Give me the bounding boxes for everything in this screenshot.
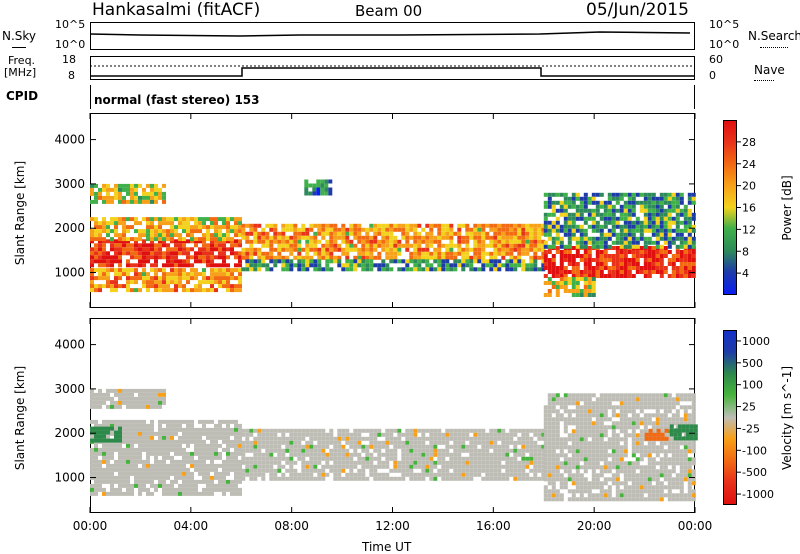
velocity-panel-frame xyxy=(90,318,695,513)
colorbar-tick-label: 8 xyxy=(742,245,749,258)
freq-left-tick-bottom: 8 xyxy=(68,69,75,82)
freq-left-tick-top: 18 xyxy=(62,53,76,66)
freq-label-1: Freq. xyxy=(8,54,36,67)
colorbar-tick-label: -25 xyxy=(742,422,760,435)
colorbar-tick-label: -1000 xyxy=(742,488,774,501)
noise-panel xyxy=(90,22,695,50)
y-tick-label: 3000 xyxy=(54,177,85,191)
colorbar-tick-label: 100 xyxy=(742,379,763,392)
x-tick-label: 00:00 xyxy=(678,519,713,533)
nave-right-tick-bottom: 0 xyxy=(709,69,716,82)
station-title: Hankasalmi (fitACF) xyxy=(92,0,261,20)
y-tick-label: 2000 xyxy=(54,426,85,440)
velocity-colorbar-label: Velocity [m s^-1] xyxy=(780,365,794,471)
cpid-value: normal (fast stereo) 153 xyxy=(94,93,260,107)
noise-search-label: N.Search xyxy=(748,29,800,43)
cpid-panel xyxy=(90,85,695,109)
nave-label: Nave xyxy=(754,63,785,77)
power-colorbar-label: Power [dB] xyxy=(780,175,794,241)
nave-legend-line xyxy=(754,80,774,81)
nave-right-tick-top: 60 xyxy=(709,53,723,66)
y-tick-label: 4000 xyxy=(54,338,85,352)
noise-sky-label: N.Sky xyxy=(2,29,37,43)
y-tick-label: 2000 xyxy=(54,221,85,235)
freq-panel xyxy=(90,56,695,80)
noise-search-legend-line xyxy=(760,47,788,48)
velocity-colorbar-label-text: Velocity [m s^-1] xyxy=(780,365,794,471)
x-tick-label: 00:00 xyxy=(73,519,108,533)
y-tick-label: 4000 xyxy=(54,133,85,147)
y-tick-label: 3000 xyxy=(54,382,85,396)
x-axis-label: Time UT xyxy=(362,540,412,554)
velocity-ylabel: Slant Range [km] xyxy=(13,365,27,471)
x-tick-label: 04:00 xyxy=(174,519,209,533)
noise-left-tick-top: 10^5 xyxy=(55,18,86,31)
colorbar-tick-label: 12 xyxy=(742,223,756,236)
freq-label-2: [MHz] xyxy=(4,66,37,79)
power-ylabel: Slant Range [km] xyxy=(13,160,27,266)
beam-title: Beam 00 xyxy=(355,2,423,20)
x-tick-label: 16:00 xyxy=(476,519,511,533)
colorbar-tick-label: 20 xyxy=(742,180,756,193)
colorbar-tick-label: 28 xyxy=(742,136,756,149)
x-tick-label: 20:00 xyxy=(577,519,612,533)
colorbar-tick-label: -100 xyxy=(742,444,767,457)
noise-left-tick-bottom: 10^0 xyxy=(55,38,86,51)
colorbar-tick-label: 25 xyxy=(742,401,756,414)
colorbar-tick-label: 24 xyxy=(742,158,756,171)
colorbar-tick-label: -500 xyxy=(742,466,767,479)
colorbar-tick-label: 4 xyxy=(742,267,749,280)
power-colorbar xyxy=(723,120,737,295)
noise-right-tick-top: 10^5 xyxy=(709,18,740,31)
x-tick-label: 08:00 xyxy=(274,519,309,533)
noise-right-tick-bottom: 10^0 xyxy=(709,38,740,51)
noise-sky-legend-line xyxy=(12,47,26,48)
y-tick-label: 1000 xyxy=(54,266,85,280)
y-tick-label: 1000 xyxy=(54,471,85,485)
x-tick-label: 12:00 xyxy=(375,519,410,533)
date-title: 05/Jun/2015 xyxy=(586,0,689,20)
cpid-label: CPID xyxy=(6,89,39,103)
velocity-colorbar xyxy=(723,330,737,505)
colorbar-tick-label: 500 xyxy=(742,357,763,370)
colorbar-tick-label: 1000 xyxy=(742,335,770,348)
power-panel-frame xyxy=(90,113,695,308)
colorbar-tick-label: 16 xyxy=(742,202,756,215)
